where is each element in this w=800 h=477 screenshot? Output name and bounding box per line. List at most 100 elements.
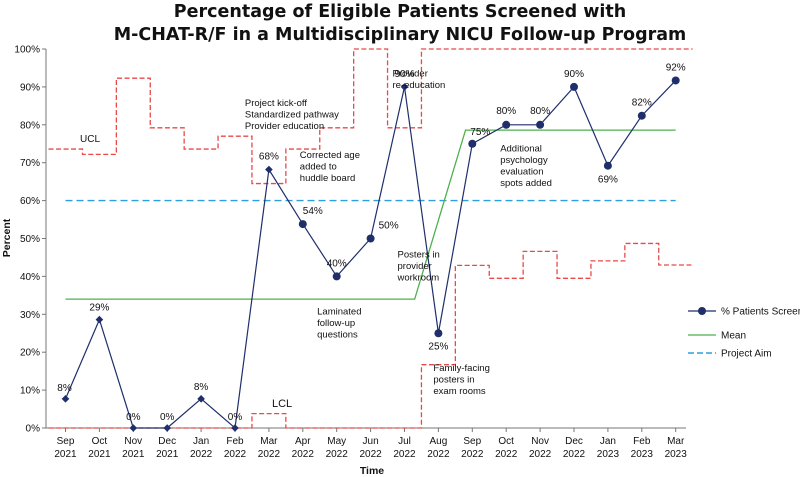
x-tick-label-month: Jan [193,436,209,447]
annotation-line: workroom [397,272,440,283]
y-tick-label: 70% [20,158,40,169]
annotation-line: Laminated [317,306,361,317]
annotation-line: Provider [393,69,428,80]
annotation-line: Standardized pathway [245,109,339,120]
data-point [536,120,545,129]
x-axis-title: Time [360,465,384,477]
data-point [163,424,171,432]
x-tick-label-year: 2021 [54,449,77,460]
y-tick-label: 30% [20,310,40,321]
x-tick-label-year: 2022 [529,449,552,460]
annotation-line: follow-up [317,318,355,329]
data-label: 80% [496,106,516,117]
control-limits [48,48,693,429]
x-tick-label-year: 2023 [597,449,620,460]
x-tick-label-month: Nov [124,436,142,447]
x-tick-label-month: Feb [633,436,651,447]
annotation-line: spots added [500,178,552,189]
data-label: 69% [598,175,618,186]
x-tick-label-year: 2022 [326,449,349,460]
legend-label-mean: Mean [721,331,746,342]
annotation-line: Posters in [398,249,440,260]
annotation-line: Project kick-off [245,98,307,109]
annotation-line: questions [317,329,358,340]
x-tick-label-month: Sep [57,436,75,447]
x-tick-label-year: 2022 [292,449,315,460]
y-tick-label: 20% [20,348,40,359]
screened-series [61,76,680,432]
data-label: 8% [57,383,72,394]
data-label: 82% [632,98,652,109]
x-tick-label-year: 2021 [122,449,145,460]
data-label: 40% [327,258,347,269]
x-tick-label-year: 2022 [190,449,213,460]
y-axis-ticks: 0% 10% 20% 30% 40% 50% 60% 70% 80% 90% 100% [14,45,46,435]
data-point [671,76,680,85]
annotation-line: Family-facing [433,363,490,374]
x-tick-label-month: Aug [430,436,448,447]
data-label: 29% [89,303,109,314]
data-point [434,329,443,338]
data-label: 75% [470,127,490,138]
x-tick-label-month: Apr [295,436,311,447]
annotation-line: Additional [500,143,542,154]
x-tick-label-month: Oct [92,436,108,447]
x-tick-label-year: 2023 [631,449,654,460]
data-label: 80% [530,106,550,117]
axes [45,49,686,429]
data-label: 90% [564,69,584,80]
x-tick-label-month: May [327,436,346,447]
annotation-line: posters in [433,375,474,386]
chart-title-line-2: M-CHAT-R/F in a Multidisciplinary NICU F… [114,25,687,45]
y-tick-label: 60% [20,196,40,207]
data-point [468,139,477,148]
x-tick-label-month: Oct [498,436,514,447]
data-point [603,161,612,170]
data-point [637,111,646,120]
x-tick-label-month: Mar [667,436,685,447]
x-tick-label-year: 2022 [359,449,382,460]
x-tick-label-year: 2022 [563,449,586,460]
x-tick-label-year: 2022 [427,449,450,460]
annotation-line: huddle board [300,173,355,184]
data-point [231,424,239,432]
annotation-line: Corrected age [300,150,360,161]
x-tick-label-year: 2022 [224,449,247,460]
y-tick-label: 100% [14,45,40,56]
y-tick-label: 90% [20,82,40,93]
x-tick-label-month: Feb [226,436,244,447]
data-point [332,272,341,281]
data-point [366,234,375,243]
mean-line-path [65,129,676,300]
y-tick-label: 10% [20,386,40,397]
data-point [400,83,409,91]
y-tick-label: 80% [20,120,40,131]
data-label: 92% [666,62,686,73]
x-tick-label-month: Mar [260,436,278,447]
annotation-line: added to [300,161,337,172]
legend-marker-screened [698,307,706,315]
annotation-line: Provider education [245,121,324,132]
x-tick-label-month: Sep [463,436,481,447]
annotation-line: provider [398,261,432,272]
x-axis-ticks: Sep 2021 Oct 2021 Nov 2021 Dec 2021 Jan 2022 Feb 20… [54,428,687,460]
x-tick-label-month: Jan [600,436,616,447]
data-label: 90% [394,69,414,80]
y-tick-label: 50% [20,234,40,245]
x-tick-label-month: Jul [398,436,411,447]
lcl-line [48,242,693,429]
data-point [502,120,511,129]
x-tick-label-year: 2022 [495,449,518,460]
annotation-line: psychology [500,155,548,166]
data-label: 54% [303,206,323,217]
data-point [129,424,138,432]
x-tick-label-month: Jun [363,436,379,447]
data-label: 68% [259,152,279,163]
